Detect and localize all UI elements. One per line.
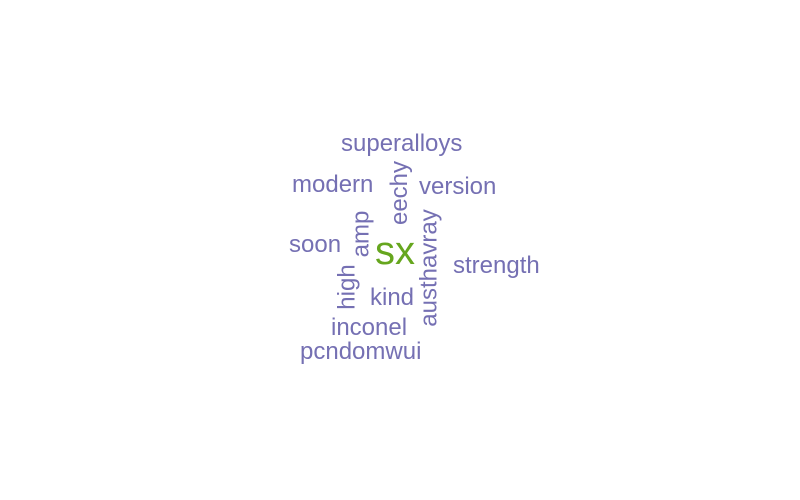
word-superalloys: superalloys bbox=[341, 130, 463, 157]
word-pcndomwui: pcndomwui bbox=[300, 338, 422, 365]
word-kind: kind bbox=[370, 284, 415, 311]
word-high: high bbox=[333, 264, 361, 310]
word-version: version bbox=[419, 173, 497, 200]
word-eechy: eechy bbox=[386, 160, 414, 226]
word-austhavray: austhavray bbox=[415, 209, 443, 327]
word-strength: strength bbox=[453, 252, 540, 279]
word-modern: modern bbox=[292, 171, 374, 198]
word-sx: sx bbox=[375, 229, 415, 273]
word-soon: soon bbox=[289, 231, 342, 258]
word-inconel: inconel bbox=[331, 314, 408, 341]
word-amp: amp bbox=[347, 210, 375, 258]
